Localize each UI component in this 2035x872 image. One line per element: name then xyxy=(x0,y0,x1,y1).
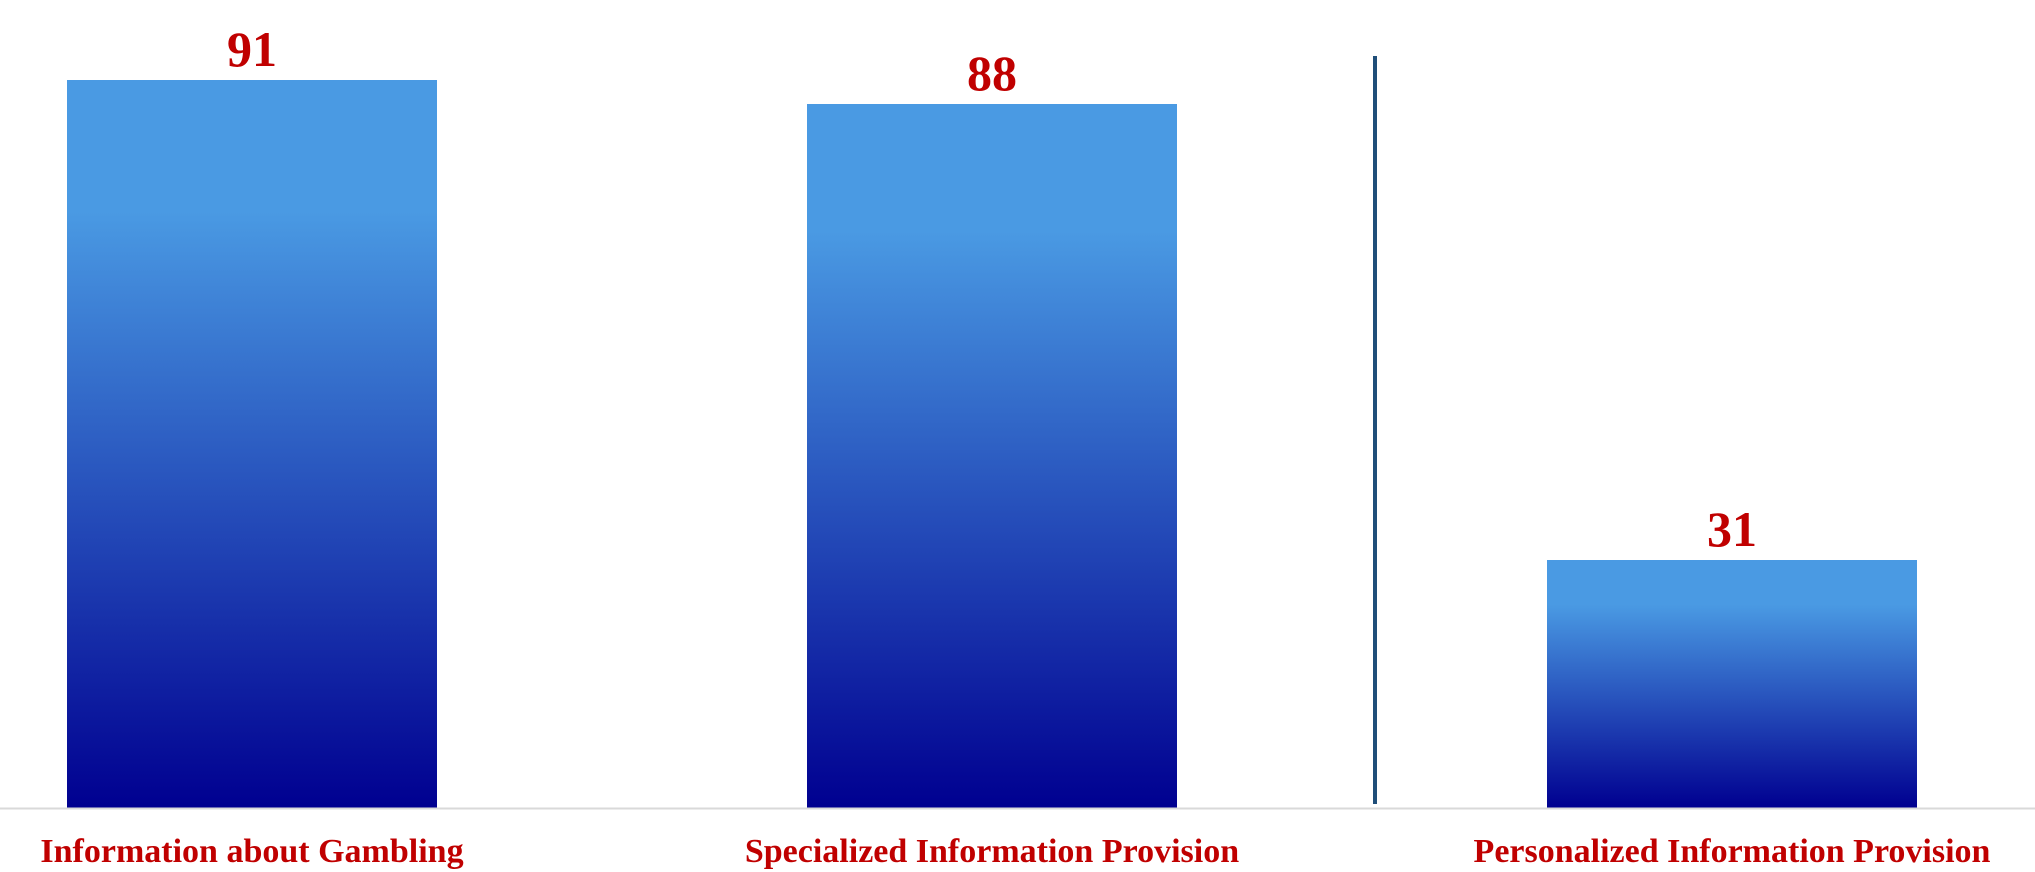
category-labels-layer: Information about Gambling Specialized In… xyxy=(40,833,1990,870)
bar-0 xyxy=(67,80,437,808)
bar-2 xyxy=(1547,560,1917,808)
category-label-2: Personalized Information Provision xyxy=(1474,833,1991,870)
value-labels-layer: 91 88 31 xyxy=(227,21,1757,557)
value-label-1: 88 xyxy=(967,45,1017,101)
category-label-1: Specialized Information Provision xyxy=(745,833,1239,870)
value-label-2: 31 xyxy=(1707,501,1757,557)
bars-layer xyxy=(67,80,1917,808)
value-label-0: 91 xyxy=(227,21,277,77)
bar-1 xyxy=(807,104,1177,808)
category-label-0: Information about Gambling xyxy=(40,833,463,870)
